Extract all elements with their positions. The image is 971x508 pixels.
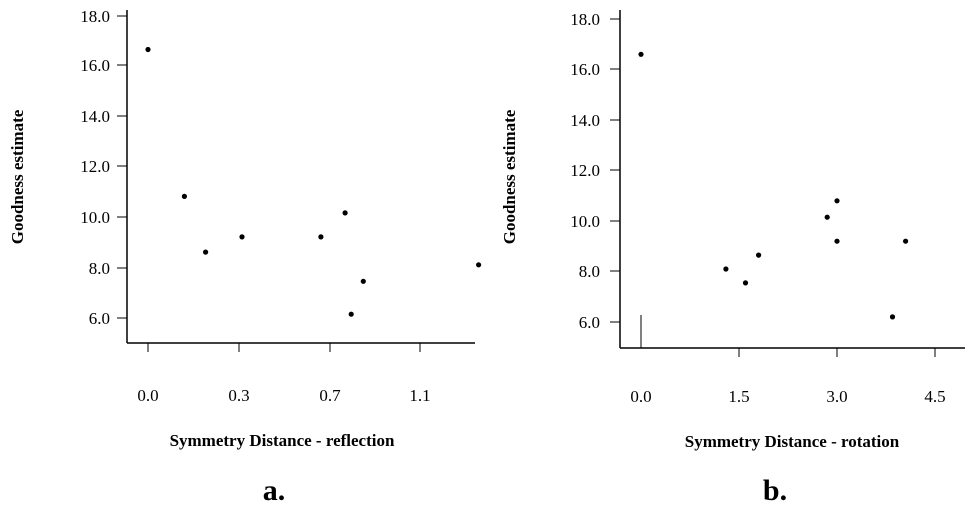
panel-b-y-tick-label: 14.0: [570, 111, 600, 130]
panel-b-y-tick-label: 12.0: [570, 161, 600, 180]
panel-b-x-tick-labels: 0.0 1.5 3.0 4.5: [630, 387, 945, 406]
data-point: [889, 314, 896, 320]
panel-a-x-tick-label: 1.1: [409, 386, 430, 405]
data-point: [903, 238, 909, 244]
panel-a-x-tick-label: 0.0: [137, 386, 158, 405]
data-point: [360, 278, 366, 284]
panel-a-y-tick-label: 14.0: [80, 107, 110, 126]
panel-a-x-ticks: [147, 343, 421, 352]
data-point: [145, 46, 151, 53]
data-point: [834, 238, 840, 244]
panel-b-y-tick-label: 16.0: [570, 60, 600, 79]
panel-a-x-tick-label: 0.3: [228, 386, 249, 405]
panel-a-x-tick-label: 0.7: [319, 386, 341, 405]
panel-b-label: b.: [763, 474, 787, 507]
panel-b-y-tick-label: 10.0: [570, 212, 600, 231]
data-point: [203, 249, 209, 255]
panel-b-x-ticks: [640, 315, 936, 357]
data-point: [638, 51, 644, 57]
data-point: [824, 214, 830, 220]
data-point: [342, 210, 348, 216]
panel-b-y-tick-label: 6.0: [579, 313, 600, 332]
data-point: [181, 193, 187, 199]
data-point: [348, 311, 354, 317]
panel-b-y-tick-label: 18.0: [570, 10, 600, 29]
panel-a-y-tick-labels: 6.0 8.0 10.0 12.0 14.0 16.0 18.0: [80, 7, 110, 328]
panel-a-y-axis-label: Goodness estimate: [8, 109, 27, 244]
panel-b-y-tick-label: 8.0: [579, 262, 600, 281]
panel-a-y-tick-label: 12.0: [80, 157, 110, 176]
panel-b: 6.0 8.0 10.0 12.0 14.0 16.0 18.0 0.0 1.5…: [500, 10, 965, 507]
panel-b-x-tick-label: 1.5: [728, 387, 749, 406]
data-point: [239, 234, 245, 240]
panel-b-x-axis-label: Symmetry Distance - rotation: [685, 432, 900, 451]
panel-b-y-ticks: [610, 18, 620, 323]
panel-a-x-axis-label: Symmetry Distance - reflection: [170, 431, 395, 450]
panel-a: 6.0 8.0 10.0 12.0 14.0 16.0 18.0 0.0 0.3…: [8, 7, 482, 507]
panel-a-x-tick-labels: 0.0 0.3 0.7 1.1: [137, 386, 430, 405]
panel-a-y-tick-label: 10.0: [80, 208, 110, 227]
panel-b-y-tick-labels: 6.0 8.0 10.0 12.0 14.0 16.0 18.0: [570, 10, 600, 332]
panel-a-label: a.: [263, 474, 286, 507]
panel-b-x-tick-label: 4.5: [924, 387, 945, 406]
panel-a-points: [145, 46, 482, 317]
panel-b-points: [638, 51, 909, 320]
panel-a-y-tick-label: 16.0: [80, 56, 110, 75]
panel-a-y-tick-label: 6.0: [89, 309, 110, 328]
panel-b-y-axis-label: Goodness estimate: [500, 109, 519, 244]
data-point: [756, 252, 762, 258]
panel-a-y-tick-label: 8.0: [89, 259, 110, 278]
data-point: [723, 266, 729, 272]
panel-b-x-tick-label: 3.0: [826, 387, 847, 406]
data-point: [742, 280, 749, 286]
data-point: [476, 262, 482, 268]
panel-b-x-tick-label: 0.0: [630, 387, 651, 406]
data-point: [834, 198, 840, 204]
panel-a-y-ticks: [117, 15, 127, 319]
data-point: [318, 234, 324, 240]
panel-a-y-tick-label: 18.0: [80, 7, 110, 26]
